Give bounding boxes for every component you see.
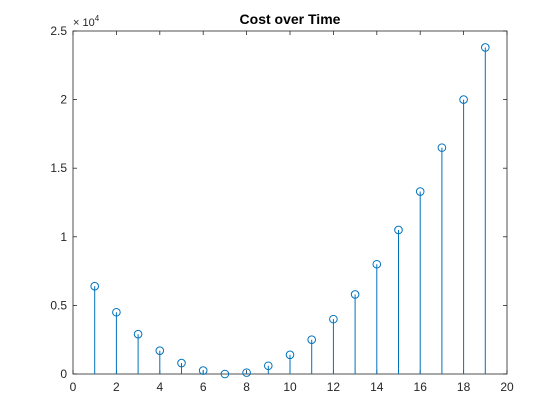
x-tick-label: 14 — [370, 380, 384, 394]
y-tick-label: 0.5 — [50, 298, 67, 312]
y-tick-label: 1 — [60, 230, 67, 244]
stem-marker — [198, 366, 208, 375]
x-tick-label: 2 — [113, 380, 120, 394]
x-tick-label: 16 — [414, 380, 428, 394]
y-axis-exponent-base: × 10 — [73, 17, 95, 29]
y-tick-label: 0 — [60, 367, 67, 381]
stem-marker — [437, 143, 447, 152]
y-axis-exponent: × 104 — [73, 14, 100, 29]
x-tick-label: 20 — [500, 380, 514, 394]
stem-marker — [285, 350, 295, 360]
y-tick-label: 1.5 — [50, 161, 67, 175]
x-tick-label: 4 — [156, 380, 163, 394]
stem-marker — [307, 335, 317, 345]
x-tick-label: 12 — [327, 380, 341, 394]
y-axis: 0 0.5 1 1.5 2 2.5 — [50, 24, 507, 381]
stem-marker — [372, 259, 382, 269]
stem-marker — [155, 346, 165, 355]
x-tick-label: 10 — [283, 380, 297, 394]
x-tick-label: 0 — [70, 380, 77, 394]
y-axis-exponent-power: 4 — [95, 14, 100, 23]
stem-marker — [481, 43, 490, 52]
stem-marker — [242, 368, 251, 377]
stem-series — [90, 43, 490, 379]
stem-marker — [394, 225, 403, 235]
stem-marker — [90, 281, 99, 291]
y-tick-label: 2.5 — [50, 24, 67, 38]
stem-marker — [350, 290, 360, 299]
y-tick-label: 2 — [60, 93, 67, 107]
x-tick-label: 18 — [457, 380, 471, 394]
chart-title: Cost over Time — [240, 11, 341, 27]
stem-marker — [112, 307, 121, 317]
stem-marker — [220, 369, 230, 379]
stem-marker — [133, 329, 143, 339]
x-axis: 0 2 4 6 8 10 12 14 16 18 20 — [70, 31, 514, 394]
stem-marker — [264, 361, 273, 371]
stem-marker — [177, 358, 186, 368]
stem-marker — [459, 95, 468, 104]
x-tick-label: 8 — [243, 380, 250, 394]
stem-marker — [329, 314, 338, 324]
x-tick-label: 6 — [200, 380, 207, 394]
stem-marker — [415, 187, 425, 196]
